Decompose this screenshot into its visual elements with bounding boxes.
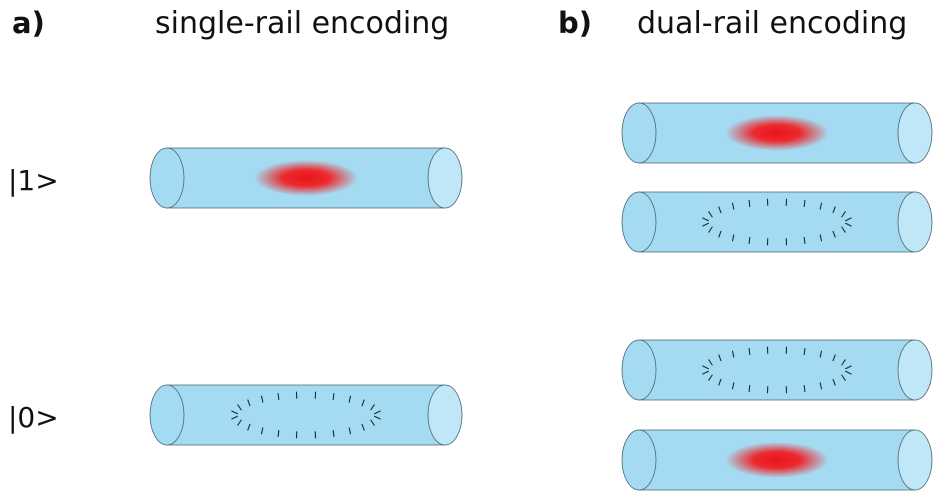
vacuum-tick	[370, 419, 375, 426]
vacuum-tick	[748, 236, 751, 245]
tube-cap	[621, 339, 657, 401]
panel-title: dual-rail encoding	[637, 6, 907, 41]
panel-title: single-rail encoding	[155, 6, 449, 41]
vacuum-tick	[803, 236, 806, 245]
vacuum-tick	[803, 347, 806, 356]
photon	[725, 115, 829, 151]
tube-cap	[621, 191, 657, 253]
vacuum-tick	[731, 350, 735, 358]
vacuum-tick	[702, 222, 710, 227]
vacuum-tick	[841, 226, 846, 233]
vacuum-tick	[702, 365, 710, 370]
vacuum-tick	[832, 378, 836, 386]
state-label: |1>	[8, 164, 59, 197]
vacuum-tick	[361, 399, 365, 407]
vacuum-tick	[231, 415, 239, 420]
vacuum-tick	[832, 230, 836, 238]
vacuum-tick	[819, 382, 823, 390]
vacuum-tick	[844, 222, 852, 227]
vacuum-tick	[803, 384, 806, 393]
vacuum-tick	[731, 382, 735, 390]
vacuum-tick	[819, 234, 823, 242]
vacuum-tick	[819, 202, 823, 210]
vacuum-tick	[841, 359, 846, 366]
tube-cap	[427, 147, 463, 209]
vacuum-tick	[718, 206, 722, 214]
tube-body	[639, 192, 915, 252]
vacuum-tick	[718, 378, 722, 386]
vacuum-tick	[844, 365, 852, 370]
tube-cap	[897, 339, 933, 401]
vacuum-tick	[708, 374, 713, 381]
vacuum-tick	[832, 206, 836, 214]
vacuum-tick	[277, 392, 280, 401]
vacuum-tick	[373, 415, 381, 420]
vacuum-tick	[708, 359, 713, 366]
vacuum-tick	[708, 211, 713, 218]
tube-cap	[897, 429, 933, 491]
vacuum-tick	[819, 350, 823, 358]
vacuum-tick	[348, 395, 352, 403]
tube-cap	[897, 102, 933, 164]
panel-label: b)	[558, 6, 592, 40]
photon	[254, 160, 358, 196]
state-label: |0>	[8, 401, 59, 434]
vacuum-tick	[348, 427, 352, 435]
vacuum-tick	[844, 217, 852, 222]
vacuum-tick	[748, 347, 751, 356]
panel-label: a)	[12, 6, 45, 40]
vacuum-tick	[237, 419, 242, 426]
vacuum-tick	[277, 429, 280, 438]
vacuum-tick	[731, 234, 735, 242]
vacuum-tick	[361, 423, 365, 431]
vacuum-tick	[844, 370, 852, 375]
vacuum-tick	[370, 404, 375, 411]
vacuum-tick	[247, 399, 251, 407]
vacuum-tick	[718, 230, 722, 238]
vacuum-tick	[708, 226, 713, 233]
vacuum-tick	[373, 410, 381, 415]
vacuum-tick	[803, 199, 806, 208]
vacuum-tick	[841, 374, 846, 381]
tube-cap	[427, 384, 463, 446]
vacuum-tick	[231, 410, 239, 415]
vacuum-tick	[247, 423, 251, 431]
waveguides	[149, 102, 933, 491]
vacuum-tick	[237, 404, 242, 411]
vacuum-tick	[841, 211, 846, 218]
vacuum-tick	[748, 384, 751, 393]
tube-cap	[149, 147, 185, 209]
tube-cap	[621, 429, 657, 491]
vacuum-tick	[260, 395, 264, 403]
tube-body	[639, 340, 915, 400]
vacuum-tick	[332, 392, 335, 401]
tube-cap	[621, 102, 657, 164]
vacuum-tick	[702, 370, 710, 375]
vacuum-tick	[702, 217, 710, 222]
vacuum-tick	[332, 429, 335, 438]
vacuum-tick	[731, 202, 735, 210]
vacuum-tick	[832, 354, 836, 362]
vacuum-tick	[748, 199, 751, 208]
tube-cap	[149, 384, 185, 446]
tube-body	[167, 385, 445, 445]
vacuum-tick	[718, 354, 722, 362]
photon	[725, 442, 829, 478]
vacuum-tick	[260, 427, 264, 435]
tube-cap	[897, 191, 933, 253]
